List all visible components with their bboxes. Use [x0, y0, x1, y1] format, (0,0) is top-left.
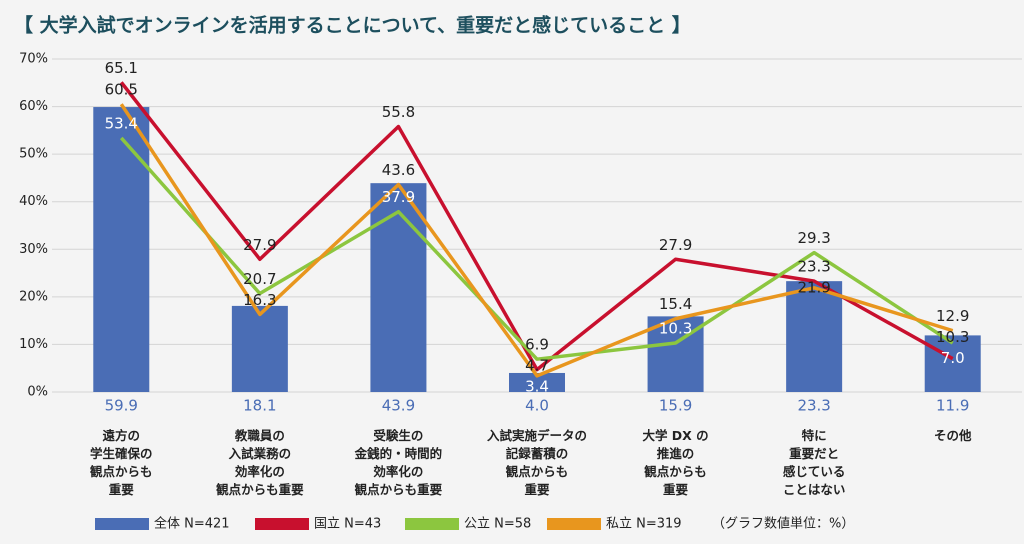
legend-swatch: [95, 518, 149, 530]
bar: [370, 183, 427, 392]
bar: [231, 305, 288, 392]
line-value-label: 27.9: [243, 236, 276, 254]
unit-note: （グラフ数値単位：%）: [712, 516, 854, 532]
x-tick-label: 特に 重要だと 感じている ことはない: [782, 428, 846, 497]
bar-value-label: 15.9: [659, 397, 692, 415]
y-tick-label: 70%: [19, 52, 48, 67]
x-tick-label: 教職員の 入試業務の 効率化の 観点からも重要: [216, 428, 304, 497]
y-tick-label: 10%: [19, 337, 48, 352]
bar-value-label: 4.0: [525, 397, 549, 415]
bar: [924, 335, 981, 392]
legend-label: 公立 N=58: [464, 517, 531, 532]
x-tick-label: 受験生の 金銭的・時間的 効率化の 観点からも重要: [354, 428, 443, 497]
bar-value-label: 18.1: [243, 397, 276, 415]
legend-swatch: [405, 518, 459, 530]
legend-label: 国立 N=43: [314, 517, 381, 532]
line-value-label: 3.4: [525, 378, 549, 396]
line-series: [119, 136, 954, 361]
y-tick-label: 30%: [19, 242, 48, 257]
x-tick-label: 入試実施データの 記録蓄積の 観点からも 重要: [486, 428, 587, 497]
x-tick-label: 遠方の 学生確保の 観点からも 重要: [90, 428, 153, 497]
bar-value-label: 23.3: [797, 397, 830, 415]
line-value-label: 53.4: [105, 114, 138, 132]
bar: [509, 372, 565, 392]
line-value-label: 27.9: [659, 236, 692, 254]
line-value-label: 60.5: [105, 81, 138, 99]
legend-swatch: [547, 518, 601, 530]
line-value-label: 29.3: [797, 229, 830, 247]
line-value-label: 10.3: [659, 320, 692, 338]
line-value-label: 65.1: [105, 59, 138, 77]
bar-value-label: 11.9: [936, 397, 969, 415]
y-tick-label: 40%: [19, 194, 48, 209]
y-tick-label: 0%: [27, 385, 48, 400]
line-value-label: 10.3: [936, 328, 969, 346]
y-tick-label: 20%: [19, 289, 48, 304]
line-value-label: 15.4: [659, 295, 692, 313]
line-value-label: 4.7: [525, 357, 549, 375]
x-tick-label: 大学 DX の 推進の 観点からも 重要: [642, 428, 709, 497]
line-value-label: 6.9: [525, 336, 549, 354]
legend-swatch: [255, 518, 309, 530]
bar: [93, 107, 150, 392]
line-series: [119, 81, 954, 372]
x-tick-label: その他: [933, 428, 972, 443]
line-value-label: 16.3: [243, 291, 276, 309]
line-value-label: 12.9: [936, 307, 969, 325]
legend-label: 私立 N=319: [606, 517, 682, 532]
y-tick-label: 50%: [19, 147, 48, 162]
bar-value-label: 59.9: [105, 397, 138, 415]
line-value-label: 7.0: [941, 349, 965, 367]
bar-value-label: 43.9: [382, 397, 415, 415]
line-value-label: 21.9: [797, 279, 830, 297]
line-value-label: 20.7: [243, 270, 276, 288]
line-value-label: 43.6: [382, 161, 415, 179]
chart-title: 【 大学入試でオンラインを活用することについて、重要だと感じていること 】: [14, 14, 691, 37]
line-value-label: 37.9: [382, 188, 415, 206]
line-value-label: 23.3: [797, 258, 830, 276]
line-series: [119, 103, 954, 378]
legend-label: 全体 N=421: [154, 516, 230, 532]
y-tick-label: 60%: [19, 99, 48, 114]
line-value-label: 55.8: [382, 103, 415, 121]
bar: [786, 281, 843, 392]
